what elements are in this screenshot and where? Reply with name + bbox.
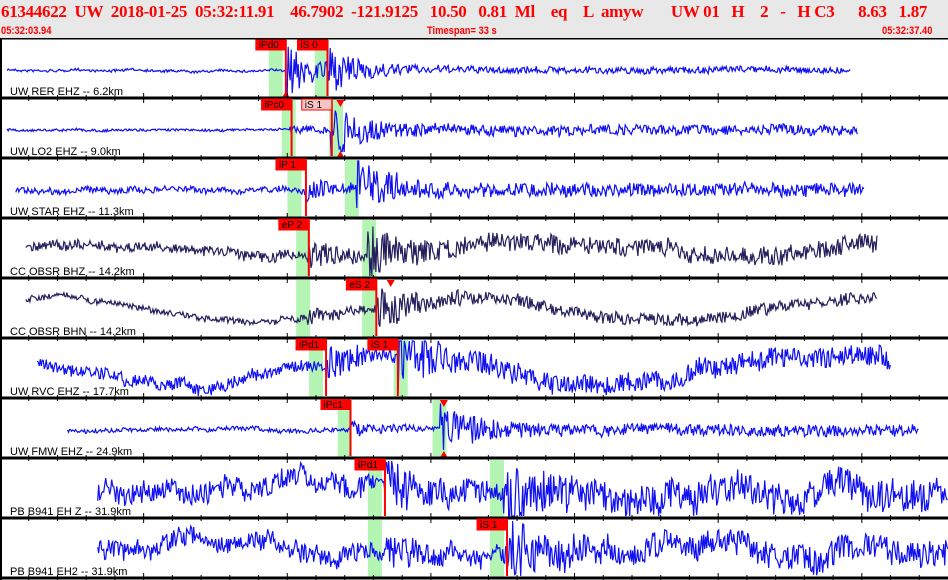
pick-triangle-icon <box>336 151 345 158</box>
station-label: UW FMW EHZ -- 24.9km <box>10 446 132 458</box>
pick-window-band <box>296 280 311 338</box>
waveform-trace[interactable] <box>6 46 851 95</box>
pick-window-band <box>296 220 311 278</box>
pick-triangle-icon <box>439 451 448 458</box>
waveform-trace[interactable] <box>15 160 865 209</box>
pick-label-box[interactable] <box>345 278 377 291</box>
pick-label: iPd0 <box>259 40 279 51</box>
waveform-trace[interactable] <box>25 288 878 327</box>
seismogram-panels[interactable]: iPd0 iS 0 UW RER EHZ -- 6.2km iPc0 iS 1 UW LO… <box>0 38 948 580</box>
pick-label: iS 0 <box>300 40 318 51</box>
pick-label: iPd1 <box>299 340 319 351</box>
pick-triangle-icon <box>336 100 345 107</box>
pick-label-box[interactable] <box>367 338 399 351</box>
station-label: UW RVC EHZ -- 17.7km <box>10 386 129 398</box>
pick-label-box[interactable] <box>275 158 307 171</box>
pick-label-box[interactable] <box>261 98 293 111</box>
station-label: CC OBSR BHN -- 14.2km <box>10 326 136 338</box>
pick-label: iPc1 <box>323 400 343 411</box>
pick-window-band <box>367 520 382 578</box>
station-label: CC OBSR BHZ -- 14.2km <box>10 266 135 278</box>
pick-label-box[interactable] <box>320 399 351 410</box>
waveform-trace[interactable] <box>36 340 891 397</box>
station-label: PB B941 EH2 -- 31.9km <box>10 566 127 578</box>
station-label: UW RER EHZ -- 6.2km <box>10 86 123 98</box>
pick-triangle-icon <box>439 400 448 407</box>
start-time: 05:32:03.94 <box>1 25 52 37</box>
waveform-trace[interactable] <box>25 226 878 277</box>
pick-window-band <box>337 400 352 458</box>
pick-window-band <box>367 460 382 518</box>
pick-label: iS 1 <box>371 340 389 351</box>
pick-label: eS 2 <box>349 280 370 291</box>
pick-label-box[interactable] <box>295 338 327 351</box>
waveform-trace[interactable] <box>66 403 919 450</box>
waveform-trace[interactable] <box>97 460 948 517</box>
timespan: Timespan= 33 s <box>427 25 497 37</box>
pick-triangle-icon <box>386 340 395 347</box>
pick-label-box[interactable] <box>278 218 310 231</box>
event-summary: 61344622 UW 2018-01-25 05:32:11.91 46.79… <box>1 2 928 21</box>
pick-label: eP 2 <box>282 220 303 231</box>
pick-label-box[interactable] <box>354 458 386 471</box>
station-label: UW LO2 EHZ -- 9.0km <box>10 146 121 158</box>
pick-label: iS 1 <box>480 520 498 531</box>
pick-label: iP 1 <box>279 160 296 171</box>
waveform-trace[interactable] <box>97 520 948 577</box>
pick-label: iS 1 <box>305 100 323 111</box>
pick-label-box[interactable] <box>476 518 508 531</box>
station-label: UW STAR EHZ -- 11.3km <box>10 206 134 218</box>
event-header: 61344622 UW 2018-01-25 05:32:11.91 46.79… <box>0 0 948 38</box>
pick-triangle-icon <box>386 280 395 287</box>
station-label: PB B941 EH Z -- 31.9km <box>10 506 131 518</box>
pick-label: iPc0 <box>265 100 285 111</box>
waveform-trace[interactable] <box>6 110 858 157</box>
pick-window-band <box>489 520 504 578</box>
pick-triangle-icon <box>281 91 290 98</box>
pick-label: iPd1 <box>358 460 378 471</box>
end-time: 05:32:37.40 <box>882 25 933 37</box>
pick-label-box[interactable] <box>301 98 333 111</box>
